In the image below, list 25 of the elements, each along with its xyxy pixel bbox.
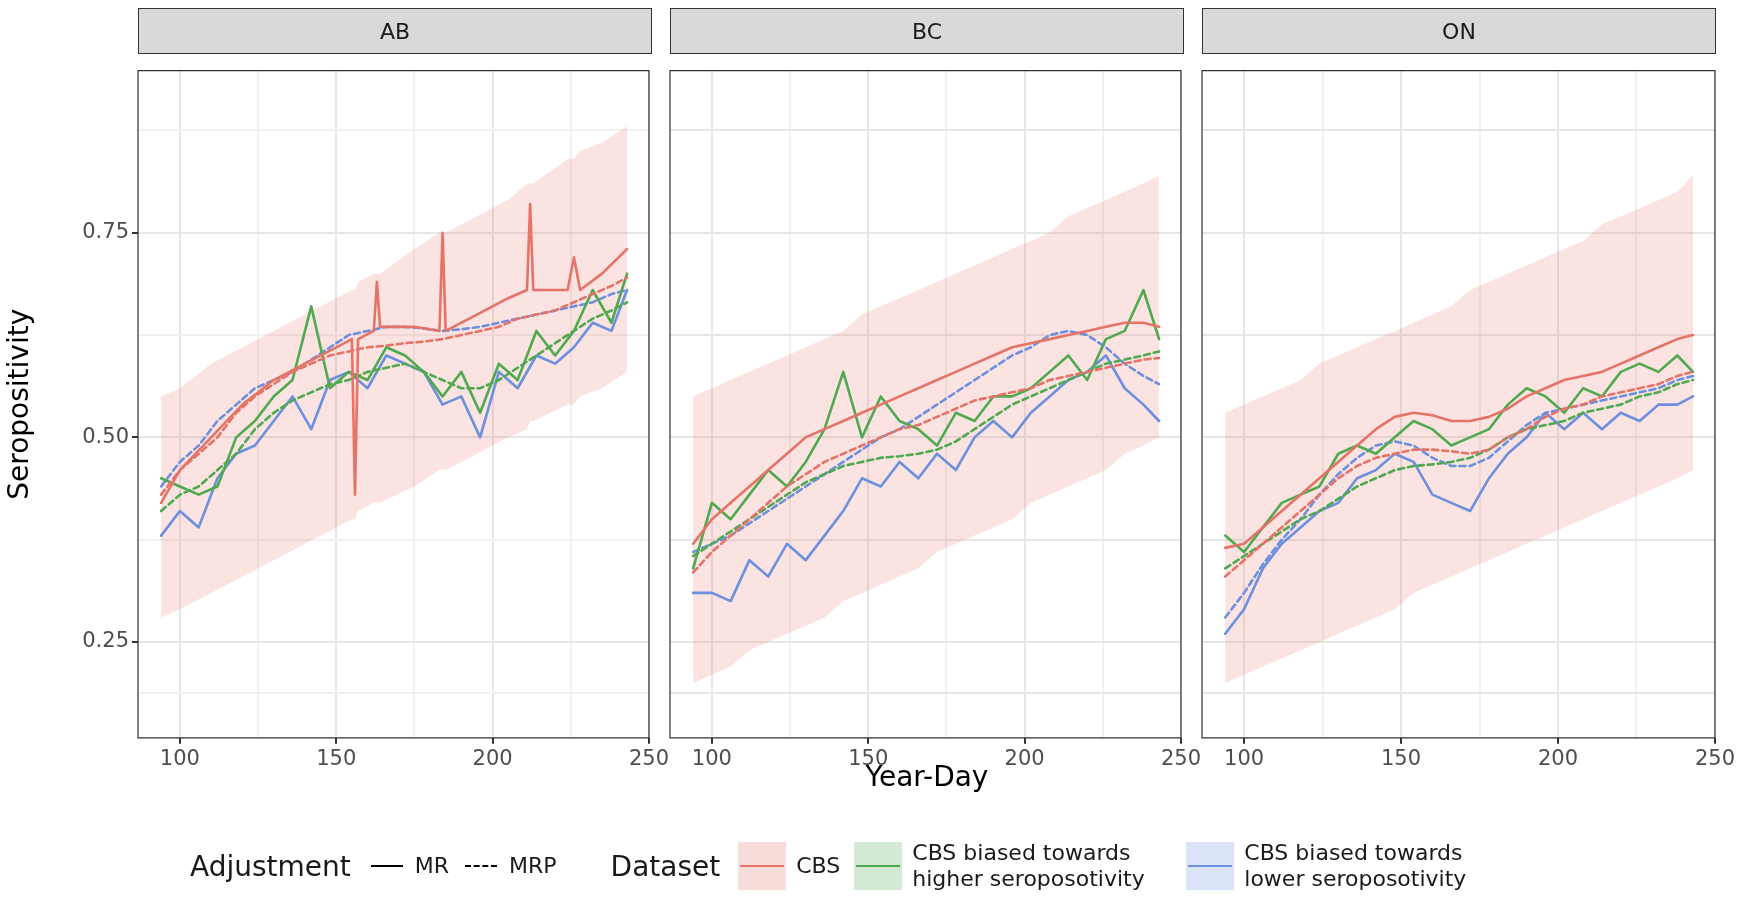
x-tick-label: 200 (1537, 745, 1579, 770)
legend-label: CBS (796, 853, 841, 879)
legend-label: CBS biased towards higher seroposotivity (912, 840, 1146, 892)
y-axis-title: Seropositivity (2, 308, 36, 500)
text: MRP (509, 853, 557, 879)
legend-title: Dataset (610, 849, 721, 883)
y-tick-label: 0.50 (82, 423, 129, 448)
y-tick-label: 0.25 (82, 628, 129, 653)
x-tick-label: 250 (628, 745, 670, 770)
legend-label: CBS biased towards lower seroposotivity (1244, 840, 1468, 892)
chart-title: AB (138, 8, 652, 54)
x-tick-label: 150 (1380, 745, 1422, 770)
x-tick-label: 100 (691, 745, 732, 770)
text: Adjustment (190, 849, 351, 883)
x-tick-label: 200 (1004, 745, 1045, 770)
x-tick-label: 250 (1694, 745, 1736, 770)
x-tick-label: 100 (159, 745, 200, 770)
x-tick-label: 100 (1224, 745, 1265, 770)
x-tick-label: 150 (316, 745, 357, 770)
y-tick-label: 0.75 (82, 219, 129, 244)
x-tick-label: 250 (1160, 745, 1202, 770)
text: MR (414, 853, 450, 879)
chart-title: BC (670, 8, 1184, 54)
chart-title: ON (1202, 8, 1716, 54)
x-tick-label: 200 (472, 745, 513, 770)
